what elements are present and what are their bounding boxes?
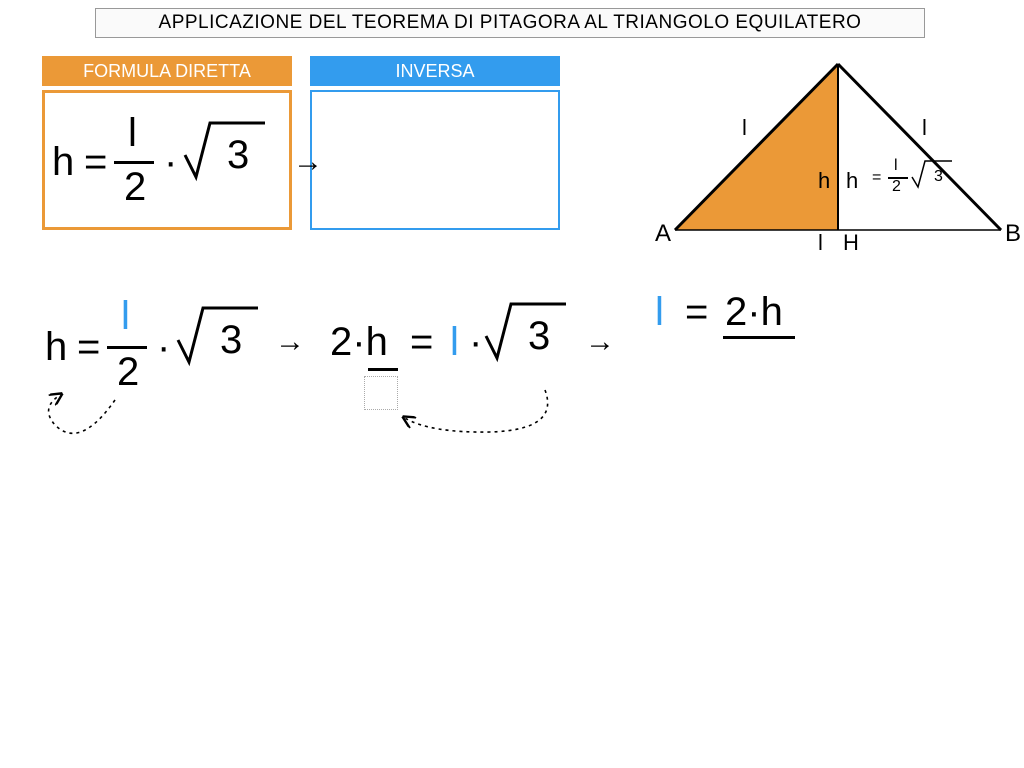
dotted-arrow-left: [49, 395, 115, 433]
dotted-arrows-svg: [0, 0, 1024, 768]
dotted-arrow-right: [405, 390, 548, 432]
